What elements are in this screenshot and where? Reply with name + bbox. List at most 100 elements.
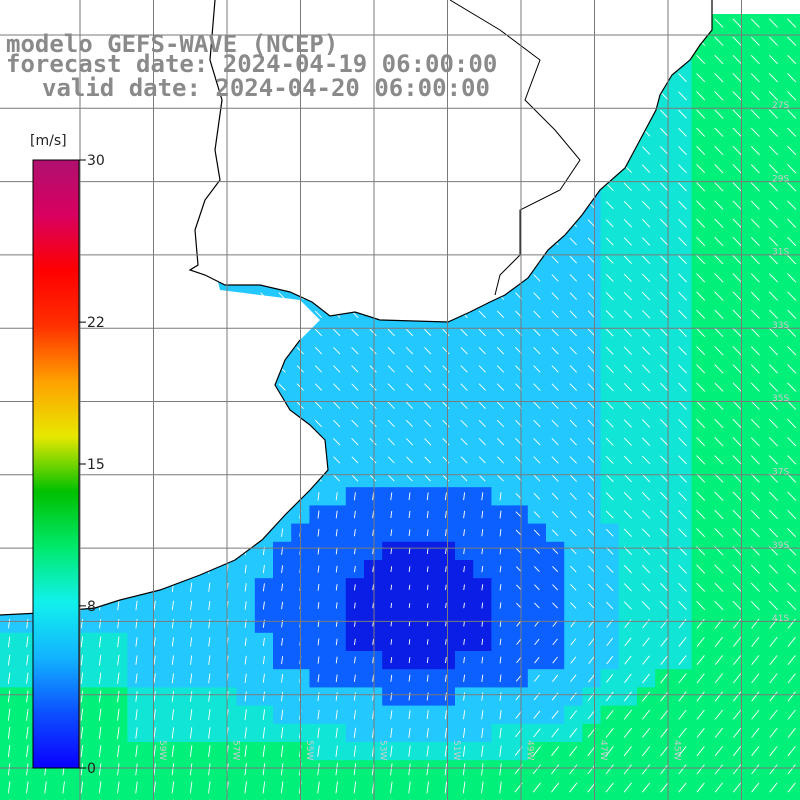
wind-arrow bbox=[7, 690, 11, 703]
wind-arrow bbox=[44, 781, 47, 794]
wind-arrow bbox=[641, 164, 651, 173]
wind-arrow bbox=[390, 781, 393, 794]
wind-arrow bbox=[768, 582, 779, 592]
wind-arrow bbox=[317, 492, 320, 501]
wind-arrow bbox=[445, 639, 447, 645]
wind-arrow bbox=[696, 709, 705, 720]
wind-arrow bbox=[351, 474, 359, 482]
wind-arrow bbox=[408, 745, 411, 757]
wind-arrow bbox=[369, 419, 377, 428]
wind-arrow bbox=[281, 583, 284, 592]
wind-arrow bbox=[732, 509, 742, 520]
wind-arrow bbox=[787, 127, 797, 137]
wind-arrow bbox=[606, 637, 614, 646]
wind-arrow bbox=[533, 347, 541, 355]
wind-arrow bbox=[372, 584, 374, 591]
wind-arrow bbox=[481, 529, 484, 537]
colorbar-tick-label: 8 bbox=[87, 599, 96, 615]
wind-arrow bbox=[733, 673, 742, 684]
wind-arrow bbox=[714, 600, 724, 611]
wind-arrow bbox=[426, 710, 429, 720]
wind-arrow bbox=[533, 692, 541, 701]
wind-arrow bbox=[533, 274, 541, 282]
wind-arrow bbox=[569, 692, 577, 701]
speed-cell bbox=[782, 86, 800, 106]
wind-arrow bbox=[605, 510, 614, 519]
wind-arrow bbox=[623, 401, 632, 410]
speed-cell bbox=[182, 796, 201, 800]
wind-arrow bbox=[714, 582, 724, 592]
wind-arrow bbox=[714, 327, 724, 338]
wind-arrow bbox=[732, 109, 742, 119]
wind-arrow bbox=[534, 638, 540, 646]
wind-arrow bbox=[787, 600, 797, 611]
wind-arrow bbox=[733, 746, 742, 757]
wind-arrow bbox=[696, 182, 706, 192]
wind-arrow bbox=[533, 547, 540, 554]
speed-cell bbox=[473, 796, 492, 800]
longitude-label: 45W bbox=[672, 740, 682, 760]
wind-arrow bbox=[732, 455, 742, 465]
wind-arrow bbox=[171, 709, 175, 721]
wind-arrow bbox=[351, 438, 359, 446]
wind-arrow bbox=[426, 584, 429, 590]
wind-arrow bbox=[787, 673, 796, 684]
wind-arrow bbox=[7, 763, 11, 776]
wind-arrow bbox=[406, 456, 413, 464]
wind-arrow bbox=[463, 674, 466, 682]
wind-arrow bbox=[98, 745, 102, 758]
wind-arrow bbox=[353, 510, 356, 519]
wind-arrow bbox=[351, 401, 359, 409]
wind-arrow bbox=[424, 347, 432, 355]
wind-arrow bbox=[714, 400, 724, 410]
wind-arrow bbox=[390, 692, 393, 701]
speed-cell bbox=[782, 123, 800, 142]
wind-arrow bbox=[642, 782, 651, 793]
wind-arrow bbox=[660, 346, 669, 356]
wind-arrow bbox=[660, 582, 669, 592]
wind-arrow bbox=[750, 364, 760, 374]
wind-arrow bbox=[678, 709, 687, 720]
colorbar-tick-label: 22 bbox=[87, 315, 105, 331]
wind-arrow bbox=[750, 309, 760, 319]
wind-arrow bbox=[135, 709, 138, 721]
wind-arrow bbox=[678, 73, 687, 83]
speed-cell bbox=[91, 796, 110, 800]
wind-arrow bbox=[262, 709, 266, 720]
wind-arrow bbox=[768, 418, 779, 429]
speed-cell bbox=[782, 560, 800, 579]
wind-arrow bbox=[660, 218, 669, 228]
wind-arrow bbox=[678, 400, 687, 410]
wind-arrow bbox=[623, 492, 632, 501]
wind-arrow bbox=[787, 691, 796, 702]
wind-arrow bbox=[314, 365, 323, 373]
wind-arrow bbox=[333, 401, 341, 409]
wind-arrow bbox=[354, 565, 356, 573]
wind-arrow bbox=[750, 291, 760, 301]
speed-cell bbox=[637, 796, 656, 800]
wind-arrow bbox=[551, 274, 559, 282]
wind-arrow bbox=[678, 637, 687, 647]
wind-arrow bbox=[496, 383, 505, 391]
wind-arrow bbox=[80, 781, 84, 794]
wind-arrow bbox=[408, 529, 411, 537]
wind-arrow bbox=[335, 745, 338, 757]
latitude-label: 37S bbox=[772, 468, 789, 478]
colorbar-tick-label: 30 bbox=[87, 153, 105, 169]
wind-arrow bbox=[696, 491, 706, 501]
wind-arrow bbox=[714, 673, 723, 684]
wind-arrow bbox=[623, 691, 632, 702]
wind-arrow bbox=[463, 492, 466, 501]
wind-arrow bbox=[7, 745, 11, 758]
wind-arrow bbox=[244, 727, 247, 739]
wind-arrow bbox=[335, 547, 338, 555]
wind-arrow bbox=[660, 291, 669, 301]
wind-arrow bbox=[533, 728, 541, 738]
wind-arrow bbox=[768, 528, 779, 538]
wind-arrow bbox=[587, 709, 596, 720]
wind-arrow bbox=[570, 602, 577, 609]
wind-arrow bbox=[317, 781, 320, 794]
speed-cell bbox=[782, 159, 800, 179]
wind-arrow bbox=[696, 291, 706, 301]
